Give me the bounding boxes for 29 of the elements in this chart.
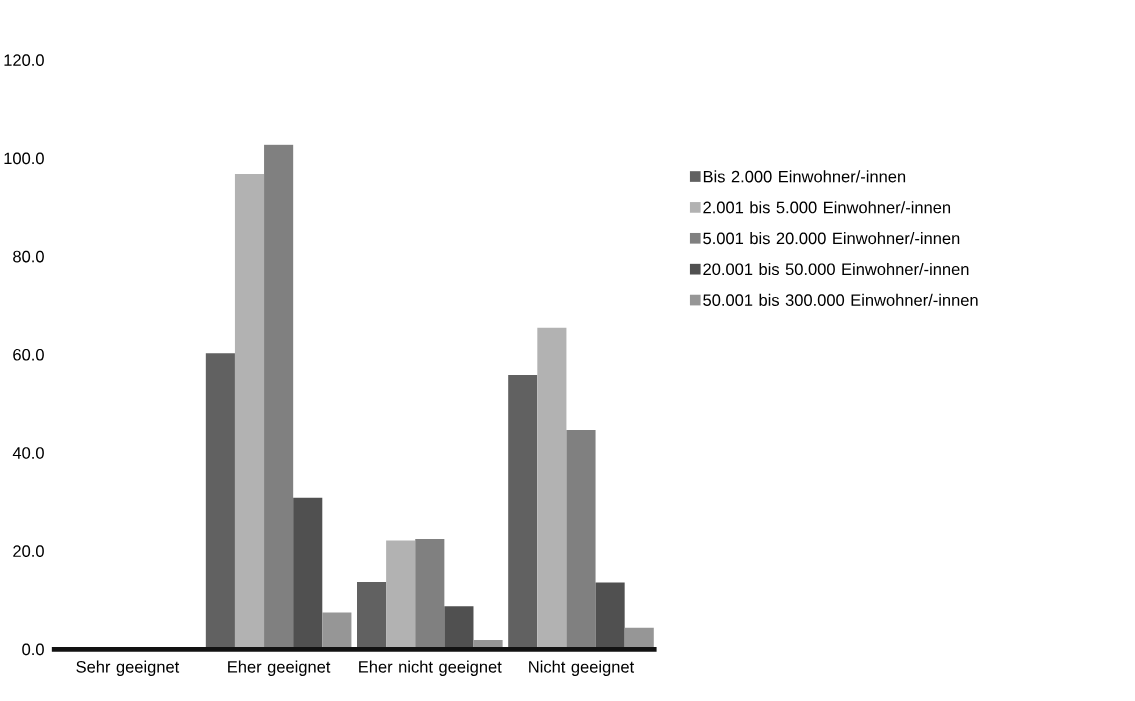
- legend-label: 20.001 bis 50.000 Einwohner/-innen: [703, 263, 969, 276]
- y-tick-label: 120.0: [4, 54, 44, 67]
- bar: [415, 538, 445, 650]
- legend-label: 5.001 bis 20.000 Einwohner/-innen: [703, 232, 960, 245]
- bar: [322, 612, 352, 650]
- bar: [566, 429, 596, 650]
- bar: [444, 606, 474, 650]
- y-tick-label: 80.0: [13, 250, 44, 263]
- legend-label: Bis 2.000 Einwohner/-innen: [703, 170, 906, 183]
- bar: [508, 374, 538, 650]
- legend-label: 2.001 bis 5.000 Einwohner/-innen: [703, 201, 951, 214]
- x-tick-label: Sehr geeignet: [76, 660, 180, 677]
- y-tick-label: 100.0: [4, 152, 44, 165]
- bar: [264, 144, 294, 650]
- y-tick-label: 60.0: [13, 349, 44, 361]
- bar: [537, 327, 567, 650]
- x-tick-label: Eher nicht geeignet: [359, 660, 502, 677]
- bar: [205, 353, 235, 650]
- y-tick-label: 20.0: [13, 545, 44, 558]
- x-tick-label: Nicht geeignet: [529, 660, 635, 677]
- y-tick-label: 0.0: [22, 643, 44, 656]
- x-tick-label: Eher geeignet: [228, 660, 331, 677]
- legend-label: 50.001 bis 300.000 Einwohner/-innen: [703, 293, 978, 307]
- y-tick-label: 40.0: [12, 447, 44, 459]
- bar: [357, 582, 387, 650]
- bar: [234, 174, 265, 650]
- bar: [293, 497, 323, 650]
- bar: [595, 582, 625, 650]
- bar: [386, 540, 416, 650]
